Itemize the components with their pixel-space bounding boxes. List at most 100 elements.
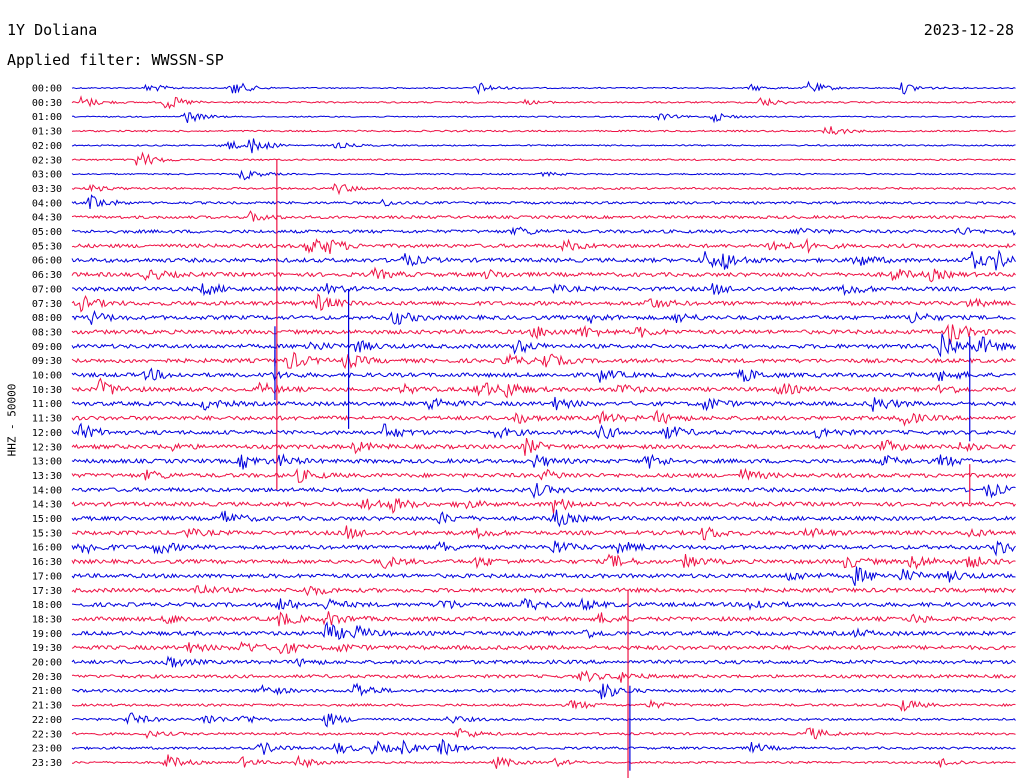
- row-time-label: 20:00: [32, 658, 62, 669]
- trace-row: [71, 367, 1016, 383]
- row-time-label: 21:30: [32, 701, 62, 712]
- trace-row: [72, 283, 1016, 297]
- row-time-label: 12:30: [32, 442, 62, 453]
- row-time-label: 11:30: [32, 414, 62, 425]
- row-time-label: 22:00: [32, 715, 62, 726]
- row-time-label: 06:00: [32, 256, 62, 267]
- row-time-label: 03:30: [32, 184, 62, 195]
- row-time-label: 00:30: [32, 98, 62, 109]
- row-time-label: 11:00: [32, 399, 62, 410]
- row-time-label: 10:30: [32, 385, 62, 396]
- trace-row: [71, 323, 1016, 346]
- trace-row: [71, 80, 1016, 96]
- row-time-label: 15:00: [32, 514, 62, 525]
- trace-row: [71, 498, 1016, 514]
- trace-row: [71, 540, 1016, 557]
- trace-layer: [71, 80, 1016, 769]
- spike-layer: [274, 159, 971, 778]
- row-time-label: 10:00: [32, 371, 62, 382]
- row-time-label: 14:00: [32, 485, 62, 496]
- trace-row: [71, 566, 1016, 586]
- trace-row: [71, 422, 1016, 440]
- trace-row: [71, 151, 1016, 166]
- row-time-label: 03:00: [32, 170, 62, 181]
- trace-row: [71, 509, 1016, 528]
- row-time-label: 05:30: [32, 241, 62, 252]
- row-time-label: 18:30: [32, 614, 62, 625]
- row-time-label: 00:00: [32, 84, 62, 95]
- trace-row: [71, 669, 1016, 683]
- row-time-label: 05:00: [32, 227, 62, 238]
- trace-row: [71, 437, 1016, 456]
- row-time-label: 13:30: [32, 471, 62, 482]
- trace-row: [72, 525, 1016, 541]
- row-time-label: 01:30: [32, 127, 62, 138]
- trace-row: [71, 183, 1016, 196]
- filter-label: Applied filter: WWSSN-SP: [7, 51, 224, 69]
- row-time-label: 08:00: [32, 313, 62, 324]
- row-time-label: 02:30: [32, 155, 62, 166]
- trace-row: [71, 597, 1016, 612]
- trace-row: [71, 409, 1016, 427]
- row-time-label: 02:00: [32, 141, 62, 152]
- row-time-label: 17:30: [32, 586, 62, 597]
- trace-row: [71, 640, 1016, 655]
- trace-row: [71, 309, 1016, 326]
- trace-row: [71, 584, 1016, 597]
- trace-row: [71, 293, 1016, 313]
- trace-row: [71, 655, 1016, 669]
- trace-row: [71, 249, 1016, 271]
- trace-row: [71, 95, 1016, 110]
- date-label: 2023-12-28: [923, 21, 1014, 39]
- trace-row: [71, 467, 1016, 483]
- row-time-label: 15:30: [32, 528, 62, 539]
- row-time-label: 21:00: [32, 686, 62, 697]
- trace-row: [71, 482, 1016, 500]
- row-time-label: 22:30: [32, 729, 62, 740]
- trace-row: [71, 611, 1016, 627]
- trace-row: [71, 266, 1016, 283]
- row-time-label: 20:30: [32, 672, 62, 683]
- trace-row: [72, 698, 1016, 712]
- trace-row: [71, 621, 1016, 641]
- trace-row: [71, 377, 1016, 399]
- row-time-label: 01:00: [32, 112, 62, 123]
- row-time-label: 23:00: [32, 744, 62, 755]
- trace-row: [71, 453, 1016, 470]
- row-time-label: 09:00: [32, 342, 62, 353]
- row-time-label: 18:00: [32, 600, 62, 611]
- row-time-label: 23:30: [32, 758, 62, 769]
- row-time-label: 04:00: [32, 198, 62, 209]
- trace-row: [71, 237, 1016, 254]
- row-time-label: 07:00: [32, 284, 62, 295]
- trace-row: [71, 210, 1016, 222]
- row-time-label: 04:30: [32, 213, 62, 224]
- trace-row: [71, 169, 1016, 181]
- row-time-label: 09:30: [32, 356, 62, 367]
- trace-row: [72, 754, 1016, 769]
- trace-row: [71, 727, 1016, 740]
- trace-row: [71, 138, 1016, 154]
- row-time-label: 19:30: [32, 643, 62, 654]
- row-time-label: 07:30: [32, 299, 62, 310]
- row-time-label: 16:00: [32, 543, 62, 554]
- row-time-label: 19:00: [32, 629, 62, 640]
- trace-row: [71, 738, 1016, 756]
- trace-row: [71, 333, 1016, 358]
- row-time-label: 13:00: [32, 457, 62, 468]
- row-time-label: 17:00: [32, 571, 62, 582]
- trace-row: [71, 396, 1016, 412]
- row-time-label: 16:30: [32, 557, 62, 568]
- trace-row: [71, 712, 1016, 728]
- trace-row: [71, 351, 1016, 370]
- station-title: 1Y Doliana: [7, 21, 98, 39]
- time-axis: 00:00 00:30 01:00 01:30 02:00 02:30 03:00 03:30…: [32, 84, 62, 769]
- trace-row: [71, 226, 1016, 237]
- row-time-label: 12:00: [32, 428, 62, 439]
- row-time-label: 08:30: [32, 327, 62, 338]
- row-time-label: 06:30: [32, 270, 62, 281]
- trace-row: [71, 126, 1016, 135]
- row-time-label: 14:30: [32, 500, 62, 511]
- trace-row: [71, 553, 1016, 570]
